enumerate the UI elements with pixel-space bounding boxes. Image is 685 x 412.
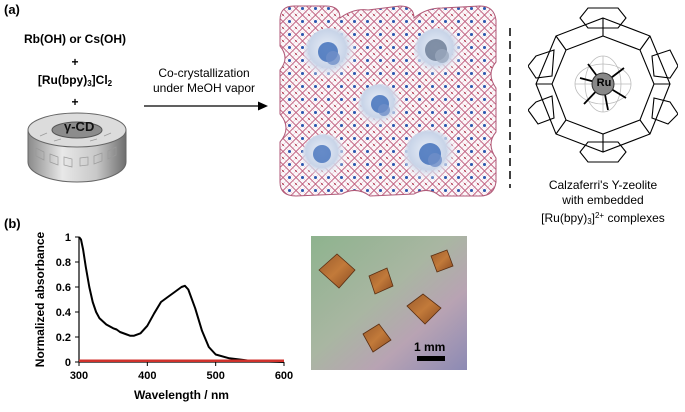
gamma-cd-label: γ-CD: [64, 119, 95, 134]
absorbance-line-black: [78, 236, 285, 363]
y-tick-label: 0: [65, 357, 71, 369]
zeolite-caption-line1: Calzaferri's Y-zeolite: [548, 178, 658, 192]
x-axis-title: Wavelength / nm: [134, 388, 229, 402]
gamma-cd-illustration: [27, 112, 127, 183]
reagent-hydroxide: Rb(OH) or Cs(OH): [24, 32, 126, 46]
absorbance-chart: 0 0.2 0.4 0.6 0.8 1 300 400 500 600 Wavelength / n…: [33, 231, 293, 402]
y-tick-label: 0.2: [56, 332, 71, 344]
x-tick-label: 300: [70, 370, 88, 382]
zeolite-caption-line3: [Ru(bpy)3]2+ complexes: [541, 211, 665, 226]
scale-bar-label: 1 mm: [414, 340, 446, 354]
dashed-divider: [509, 28, 511, 188]
y-tick-label: 0.4: [56, 307, 72, 319]
zeolite-caption-line2: with embedded: [562, 193, 644, 207]
x-tick-label: 500: [206, 370, 224, 382]
arrow-text-line2: under MeOH vapor: [152, 81, 256, 95]
y-tick-label: 0.6: [56, 282, 71, 294]
reagent-ru-complex: [Ru(bpy)3]Cl2: [37, 73, 113, 88]
y-tick-label: 0.8: [56, 257, 71, 269]
zeolite-cage-drawing: [528, 7, 678, 163]
ru-atom-label: Ru: [596, 77, 612, 89]
y-axis-title: Normalized absorbance: [33, 231, 47, 367]
x-tick-label: 400: [138, 370, 156, 382]
crystal-photo: [311, 236, 467, 370]
panel-a-label: (a): [4, 2, 20, 17]
plus-sign-1: +: [71, 55, 79, 69]
plus-sign-2: +: [71, 95, 79, 109]
reaction-arrow: [144, 101, 268, 111]
panel-b-label: (b): [4, 216, 21, 231]
crystal-structure-image: [279, 5, 497, 197]
arrow-text-line1: Co-crystallization: [158, 66, 250, 80]
x-tick-label: 600: [275, 370, 293, 382]
y-tick-label: 1: [65, 232, 71, 244]
